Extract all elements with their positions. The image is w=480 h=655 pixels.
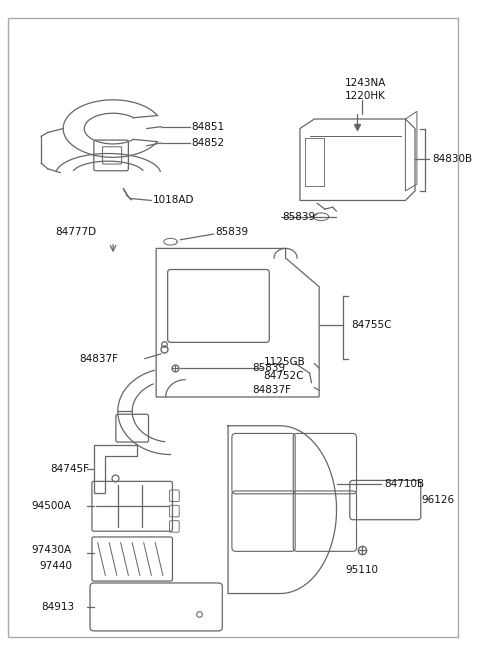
Text: 1125GB: 1125GB <box>264 356 305 367</box>
Text: 84752C: 84752C <box>264 371 304 381</box>
Text: 84755C: 84755C <box>351 320 391 330</box>
Text: 85839: 85839 <box>216 227 249 237</box>
Text: 94500A: 94500A <box>32 501 72 512</box>
Text: 84913: 84913 <box>41 602 74 612</box>
FancyBboxPatch shape <box>94 140 128 171</box>
Text: 84745F: 84745F <box>51 464 90 474</box>
Text: 84710B: 84710B <box>384 479 424 489</box>
Text: 84837F: 84837F <box>252 385 291 396</box>
Text: 84777D: 84777D <box>56 227 96 237</box>
Text: 85839: 85839 <box>283 212 316 222</box>
Text: 96126: 96126 <box>422 495 455 504</box>
Text: 84830B: 84830B <box>432 155 472 164</box>
Text: 95110: 95110 <box>345 565 378 574</box>
Text: 84852: 84852 <box>192 138 225 148</box>
Text: 84851: 84851 <box>192 122 225 132</box>
Text: 97440: 97440 <box>39 561 72 571</box>
Text: 1220HK: 1220HK <box>345 91 386 101</box>
Text: 1243NA: 1243NA <box>345 77 386 88</box>
Text: 97430A: 97430A <box>32 546 72 555</box>
Text: 1018AD: 1018AD <box>153 195 195 206</box>
Text: 84837F: 84837F <box>80 354 119 364</box>
Text: 85839: 85839 <box>252 364 285 373</box>
